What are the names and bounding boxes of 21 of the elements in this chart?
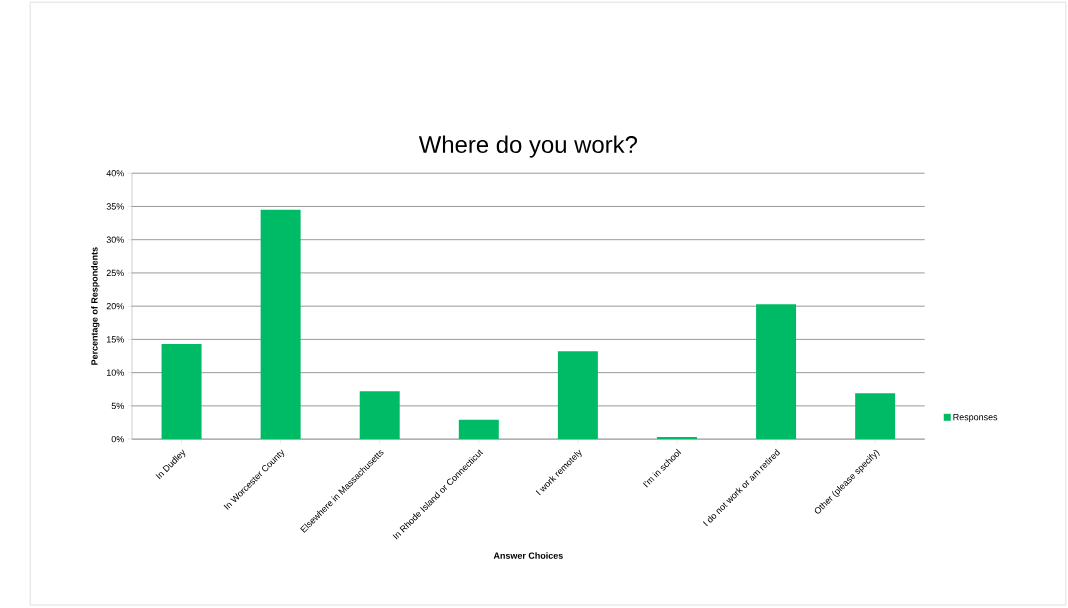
y-tick-label: 35% bbox=[106, 203, 124, 210]
x-axis-title: Answer Choices bbox=[493, 552, 563, 559]
bar bbox=[161, 343, 202, 440]
y-axis-title: Percentage of Respondents bbox=[91, 247, 100, 365]
y-tick-label: 0% bbox=[111, 435, 124, 443]
y-tick-label: 15% bbox=[106, 336, 124, 343]
chart-title: Where do you work? bbox=[418, 135, 638, 158]
bar bbox=[656, 437, 697, 440]
bar bbox=[260, 209, 301, 440]
bar bbox=[557, 351, 598, 440]
bar bbox=[458, 419, 499, 440]
y-tick-label: 20% bbox=[106, 302, 124, 310]
bar bbox=[359, 391, 400, 440]
y-tick-label: 30% bbox=[106, 236, 124, 243]
y-tick-label: 40% bbox=[106, 169, 124, 177]
legend-label: Responses bbox=[953, 413, 998, 422]
y-tick-label: 5% bbox=[111, 402, 124, 409]
bar bbox=[855, 393, 896, 440]
y-tick-label: 10% bbox=[106, 369, 124, 376]
y-tick-label: 25% bbox=[106, 269, 124, 277]
bar bbox=[756, 304, 797, 440]
